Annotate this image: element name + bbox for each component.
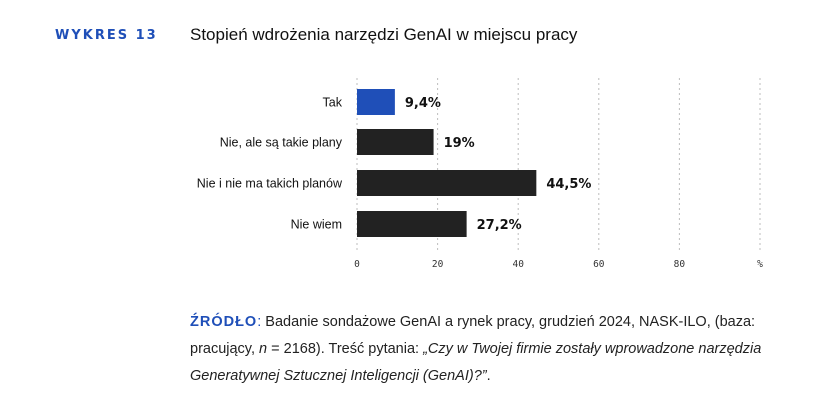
x-tick-label: % xyxy=(757,259,763,270)
chart-title: Stopień wdrożenia narzędzi GenAI w miejs… xyxy=(190,25,578,44)
source-note: ŹRÓDŁO: Badanie sondażowe GenAI a rynek … xyxy=(190,309,780,390)
category-label: Nie wiem xyxy=(291,218,342,232)
bar-chart: 0 20 40 60 80 % Tak 9,4% Nie, ale są takie plany… xyxy=(197,78,763,270)
bar xyxy=(357,170,537,196)
bar xyxy=(357,211,467,237)
data-label: 19% xyxy=(444,136,475,151)
source-text-3: . xyxy=(486,368,491,384)
sample-size-symbol: n xyxy=(259,341,268,357)
bar xyxy=(357,129,434,155)
source-text-2: = 2168). Treść pytania: xyxy=(267,341,424,357)
x-tick-label: 60 xyxy=(593,259,605,270)
x-tick-label: 80 xyxy=(674,259,686,270)
source-label: ŹRÓDŁO xyxy=(190,314,258,330)
x-tick-label: 20 xyxy=(432,259,444,270)
category-label: Nie, ale są takie plany xyxy=(220,136,343,150)
data-label: 9,4% xyxy=(405,96,441,111)
category-label: Nie i nie ma takich planów xyxy=(197,177,343,191)
bar xyxy=(357,89,395,115)
x-tick-label: 0 xyxy=(354,259,360,270)
source-colon: : xyxy=(257,314,262,330)
survey-question: „Czy w Twojej firmie zostały wprowadzone… xyxy=(190,341,762,384)
x-tick-label: 40 xyxy=(512,259,524,270)
figure-label: WYKRES 13 xyxy=(55,28,158,43)
data-label: 44,5% xyxy=(546,177,591,192)
category-label: Tak xyxy=(323,96,343,110)
source-text: Badanie sondażowe GenAI a rynek pracy, g… xyxy=(190,314,756,357)
data-label: 27,2% xyxy=(477,218,522,233)
